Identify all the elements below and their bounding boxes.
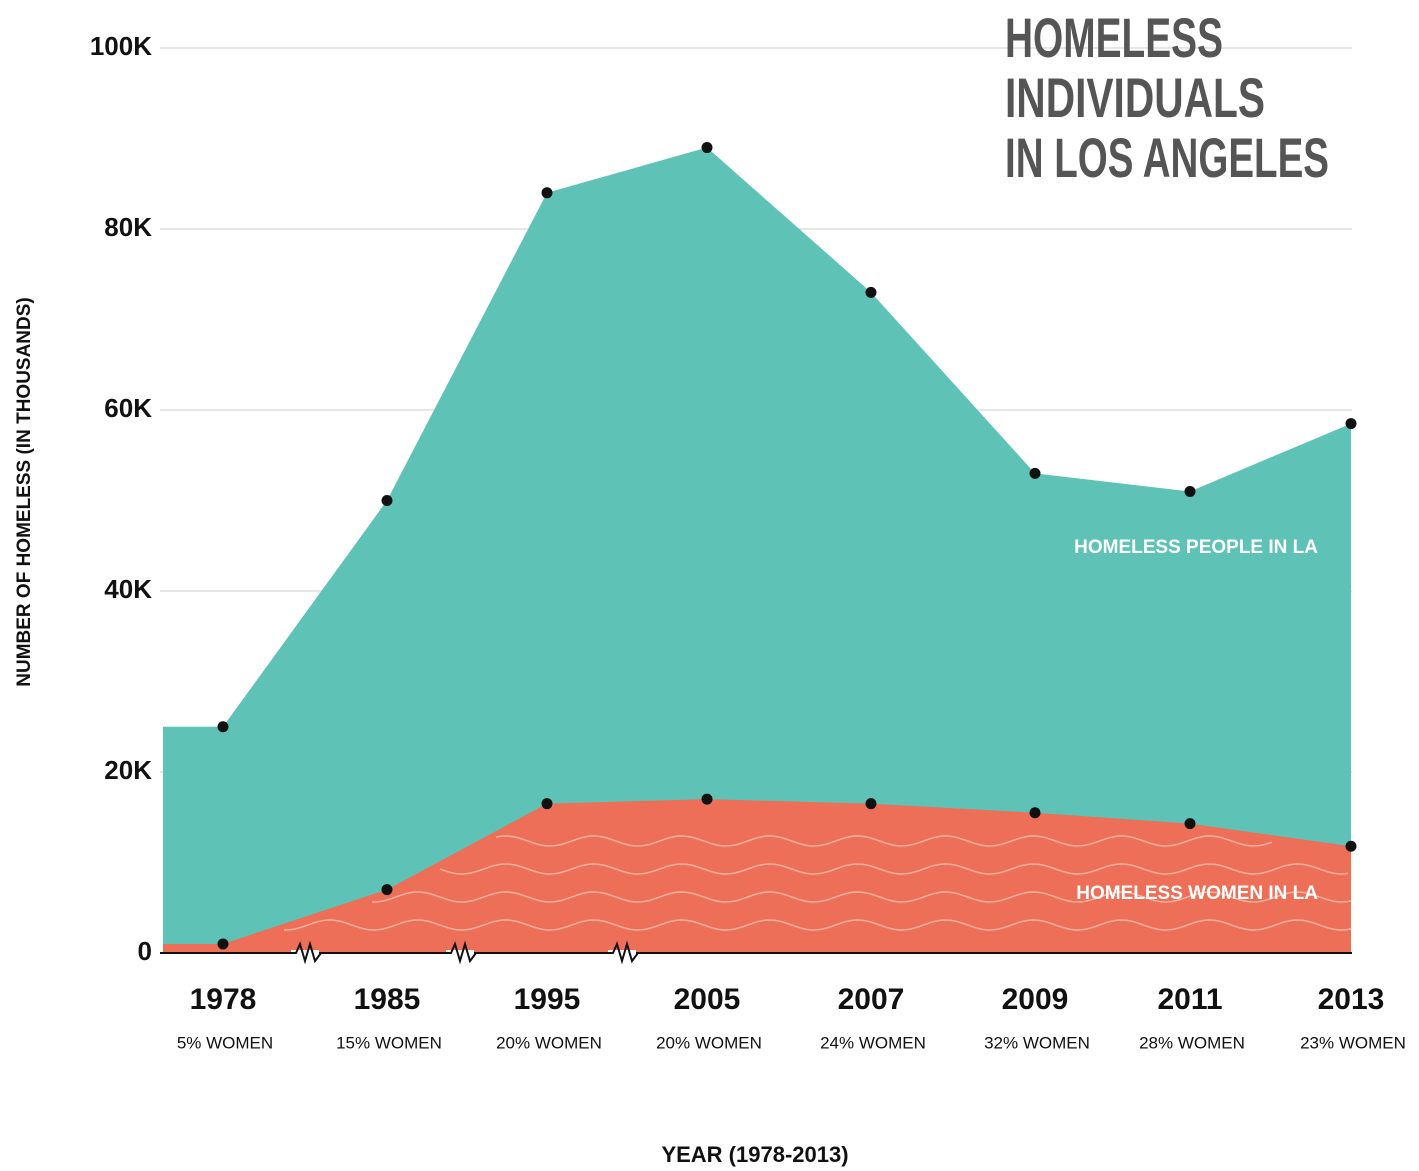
x-tick-sublabel: 32% WOMEN bbox=[984, 1033, 1090, 1052]
data-point bbox=[701, 142, 713, 154]
data-point bbox=[541, 798, 553, 810]
x-tick-sublabel: 28% WOMEN bbox=[1139, 1033, 1245, 1052]
chart-title: HOMELESS bbox=[1005, 6, 1223, 69]
x-tick-label: 2013 bbox=[1318, 983, 1385, 1016]
y-tick-label: 20K bbox=[104, 755, 152, 785]
data-point bbox=[1029, 807, 1041, 819]
data-point bbox=[1184, 818, 1196, 830]
axis-break bbox=[606, 940, 639, 965]
area-extension bbox=[163, 726, 223, 953]
series-label: HOMELESS WOMEN IN LA bbox=[1076, 883, 1318, 904]
y-tick-label: 40K bbox=[104, 574, 152, 604]
y-tick-label: 80K bbox=[104, 212, 152, 242]
data-point bbox=[541, 187, 553, 199]
chart-title: INDIVIDUALS bbox=[1005, 66, 1265, 129]
area bbox=[223, 147, 1351, 954]
x-tick-sublabel: 20% WOMEN bbox=[656, 1033, 762, 1052]
data-point bbox=[1184, 485, 1196, 497]
x-tick-label: 1978 bbox=[190, 983, 257, 1016]
x-tick-sublabel: 20% WOMEN bbox=[496, 1033, 602, 1052]
y-tick-label: 100K bbox=[90, 31, 152, 61]
data-point bbox=[381, 884, 393, 896]
area bbox=[223, 799, 1351, 953]
y-axis-title: NUMBER OF HOMELESS (IN THOUSANDS) bbox=[14, 297, 35, 687]
x-tick-label: 2005 bbox=[674, 983, 741, 1016]
axis-break-gap bbox=[291, 950, 319, 956]
data-point bbox=[1345, 840, 1357, 852]
texture bbox=[283, 919, 1353, 931]
data-point bbox=[381, 495, 393, 506]
chart-title: IN LOS ANGELES bbox=[1005, 126, 1329, 189]
data-point bbox=[865, 798, 877, 810]
axis-break bbox=[289, 940, 322, 965]
x-tick-sublabel: 15% WOMEN bbox=[336, 1033, 442, 1052]
x-tick-label: 2009 bbox=[1002, 983, 1069, 1016]
plot bbox=[163, 147, 1353, 954]
data-point bbox=[217, 721, 229, 733]
data-point bbox=[1345, 418, 1357, 430]
data-point bbox=[701, 793, 713, 805]
title: HOMELESS INDIVIDUALS IN LOS ANGELES bbox=[1005, 6, 1329, 189]
area-extension bbox=[163, 943, 223, 953]
y-tick-label: 0 bbox=[138, 936, 152, 966]
axis-break-gap bbox=[446, 950, 474, 956]
axis-break bbox=[444, 940, 477, 965]
x-axis-title: YEAR (1978-2013) bbox=[661, 1142, 848, 1167]
texture bbox=[439, 863, 1349, 875]
axis-break-gap bbox=[608, 950, 636, 956]
x-tick-label: 1995 bbox=[514, 983, 581, 1016]
texture bbox=[495, 835, 1273, 847]
y-tick-label: 60K bbox=[104, 393, 152, 423]
x-tick-sublabel: 5% WOMEN bbox=[177, 1033, 273, 1052]
x-tick-sublabel: 24% WOMEN bbox=[820, 1033, 926, 1052]
x-tick-label: 2007 bbox=[838, 983, 905, 1016]
x-tick-label: 2011 bbox=[1157, 983, 1222, 1016]
data-point bbox=[217, 938, 229, 950]
data-point bbox=[865, 286, 877, 298]
data-point bbox=[1029, 467, 1041, 479]
x-tick-label: 1985 bbox=[354, 983, 421, 1016]
x-tick-sublabel: 23% WOMEN bbox=[1300, 1033, 1406, 1052]
series-label: HOMELESS PEOPLE IN LA bbox=[1074, 537, 1318, 558]
texture bbox=[371, 891, 1353, 903]
